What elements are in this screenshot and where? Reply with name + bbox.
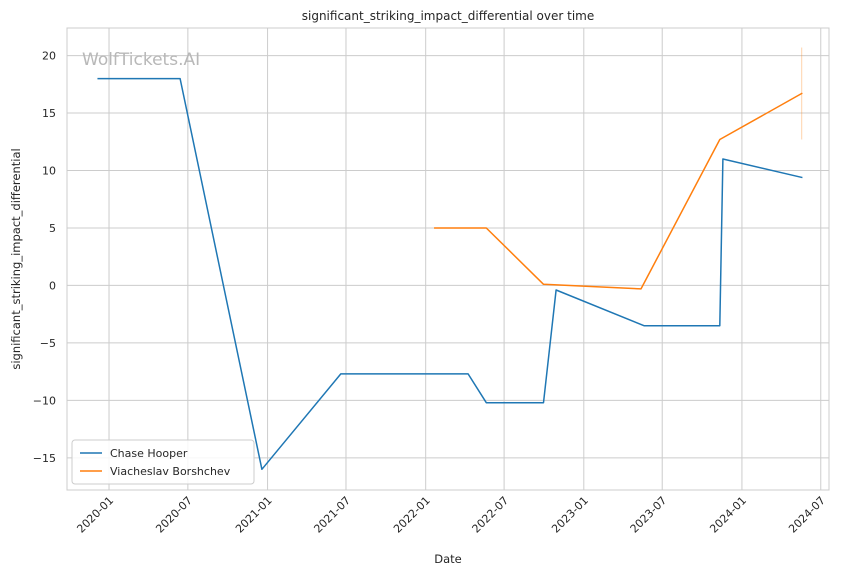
data-point	[543, 283, 545, 285]
y-tick-label: −15	[33, 452, 56, 465]
y-axis-label: significant_striking_impact_differential	[9, 148, 23, 369]
y-tick-label: −10	[33, 394, 56, 407]
chart-title: significant_striking_impact_differential…	[302, 9, 594, 23]
watermark-text: WolfTickets.AI	[82, 50, 200, 70]
data-point	[643, 325, 645, 327]
y-tick-label: −5	[40, 337, 56, 350]
data-point	[555, 289, 557, 291]
series-line	[97, 77, 803, 471]
y-axis-ticks: −15 −10 −5 0 5 10 15 20	[33, 50, 56, 465]
series-layer	[97, 47, 803, 471]
data-point	[486, 402, 488, 404]
y-tick-label: 10	[42, 165, 56, 178]
data-point	[722, 158, 724, 160]
data-point	[179, 78, 181, 80]
legend-box	[71, 439, 255, 485]
legend-entry-label: Viacheslav Borshchev	[110, 465, 231, 478]
legend-entry-label: Chase Hooper	[110, 447, 188, 460]
data-point	[801, 177, 803, 179]
data-point	[486, 227, 488, 229]
y-tick-label: 5	[49, 222, 56, 235]
data-point	[640, 288, 642, 290]
plot-frame	[66, 27, 830, 491]
data-point	[434, 227, 436, 229]
y-tick-label: 0	[49, 279, 56, 292]
data-point	[340, 373, 342, 375]
data-point	[97, 78, 99, 80]
data-point	[719, 325, 721, 327]
data-point	[467, 373, 469, 375]
data-point	[543, 402, 545, 404]
data-point	[719, 139, 721, 141]
data-point	[261, 469, 263, 471]
y-tick-label: 20	[42, 50, 56, 63]
legend: Chase Hooper Viacheslav Borshchev	[71, 439, 255, 485]
x-axis-label: Date	[434, 552, 462, 566]
series-line	[434, 92, 803, 290]
y-tick-label: 15	[42, 107, 56, 120]
data-point	[801, 93, 803, 95]
